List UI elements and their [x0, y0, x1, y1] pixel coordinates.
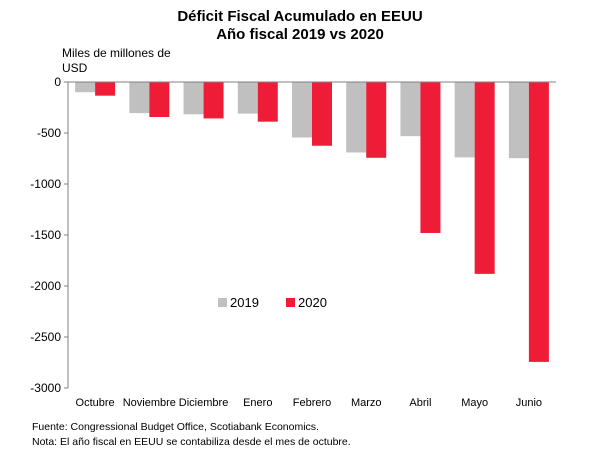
bar-2020-mayo — [474, 82, 495, 274]
footnote-source: Fuente: Congressional Budget Office, Sco… — [32, 421, 319, 433]
bar-2020-marzo — [366, 82, 387, 158]
chart-title-line-1: Déficit Fiscal Acumulado en EEUU — [177, 8, 423, 25]
y-tick-label: -2000 — [30, 279, 61, 293]
x-tick-label-junio: Junio — [516, 397, 542, 409]
x-tick-label-enero: Enero — [243, 397, 272, 409]
x-tick-label-febrero: Febrero — [293, 397, 332, 409]
y-tick-label: -1500 — [30, 228, 61, 242]
x-tick-label-mayo: Mayo — [461, 397, 488, 409]
bar-2019-mayo — [454, 82, 475, 158]
x-tick-label-noviembre: Noviembre — [123, 397, 176, 409]
bar-2019-abril — [400, 82, 421, 137]
bar-2020-febrero — [312, 82, 332, 146]
y-tick-label: -2500 — [30, 330, 61, 344]
bar-2020-noviembre — [149, 82, 170, 117]
bar-2019-junio — [508, 82, 529, 159]
y-tick-label: 0 — [54, 75, 61, 89]
bar-2020-octubre — [95, 82, 116, 96]
x-tick-label-marzo: Marzo — [351, 397, 382, 409]
y-tick-label: -500 — [37, 126, 61, 140]
bar-2019-octubre — [75, 82, 96, 93]
bar-2020-diciembre — [203, 82, 224, 119]
x-tick-label-octubre: Octubre — [76, 397, 115, 409]
y-axis-label-line-2: USD — [62, 61, 88, 75]
legend-label-2020: 2020 — [298, 295, 327, 310]
legend-swatch-2019 — [218, 298, 227, 307]
bar-2019-marzo — [346, 82, 367, 153]
bar-2020-enero — [257, 82, 278, 122]
bar-2019-noviembre — [129, 82, 150, 114]
legend-label-2019: 2019 — [230, 295, 259, 310]
x-tick-label-diciembre: Diciembre — [179, 397, 229, 409]
y-tick-label: -3000 — [30, 381, 61, 395]
bar-2019-diciembre — [183, 82, 204, 115]
chart-title-line-2: Año fiscal 2019 vs 2020 — [216, 26, 384, 43]
bar-2020-junio — [528, 82, 549, 362]
y-axis-label-line-1: Miles de millones de — [62, 46, 171, 60]
x-tick-label-abril: Abril — [409, 397, 431, 409]
footnote-note: Nota: El año fiscal en EEUU se contabili… — [32, 436, 351, 448]
legend-swatch-2020 — [286, 298, 295, 307]
bar-2019-febrero — [292, 82, 312, 138]
bar-2019-enero — [237, 82, 258, 114]
bar-2020-abril — [420, 82, 441, 233]
y-tick-label: -1000 — [30, 177, 61, 191]
